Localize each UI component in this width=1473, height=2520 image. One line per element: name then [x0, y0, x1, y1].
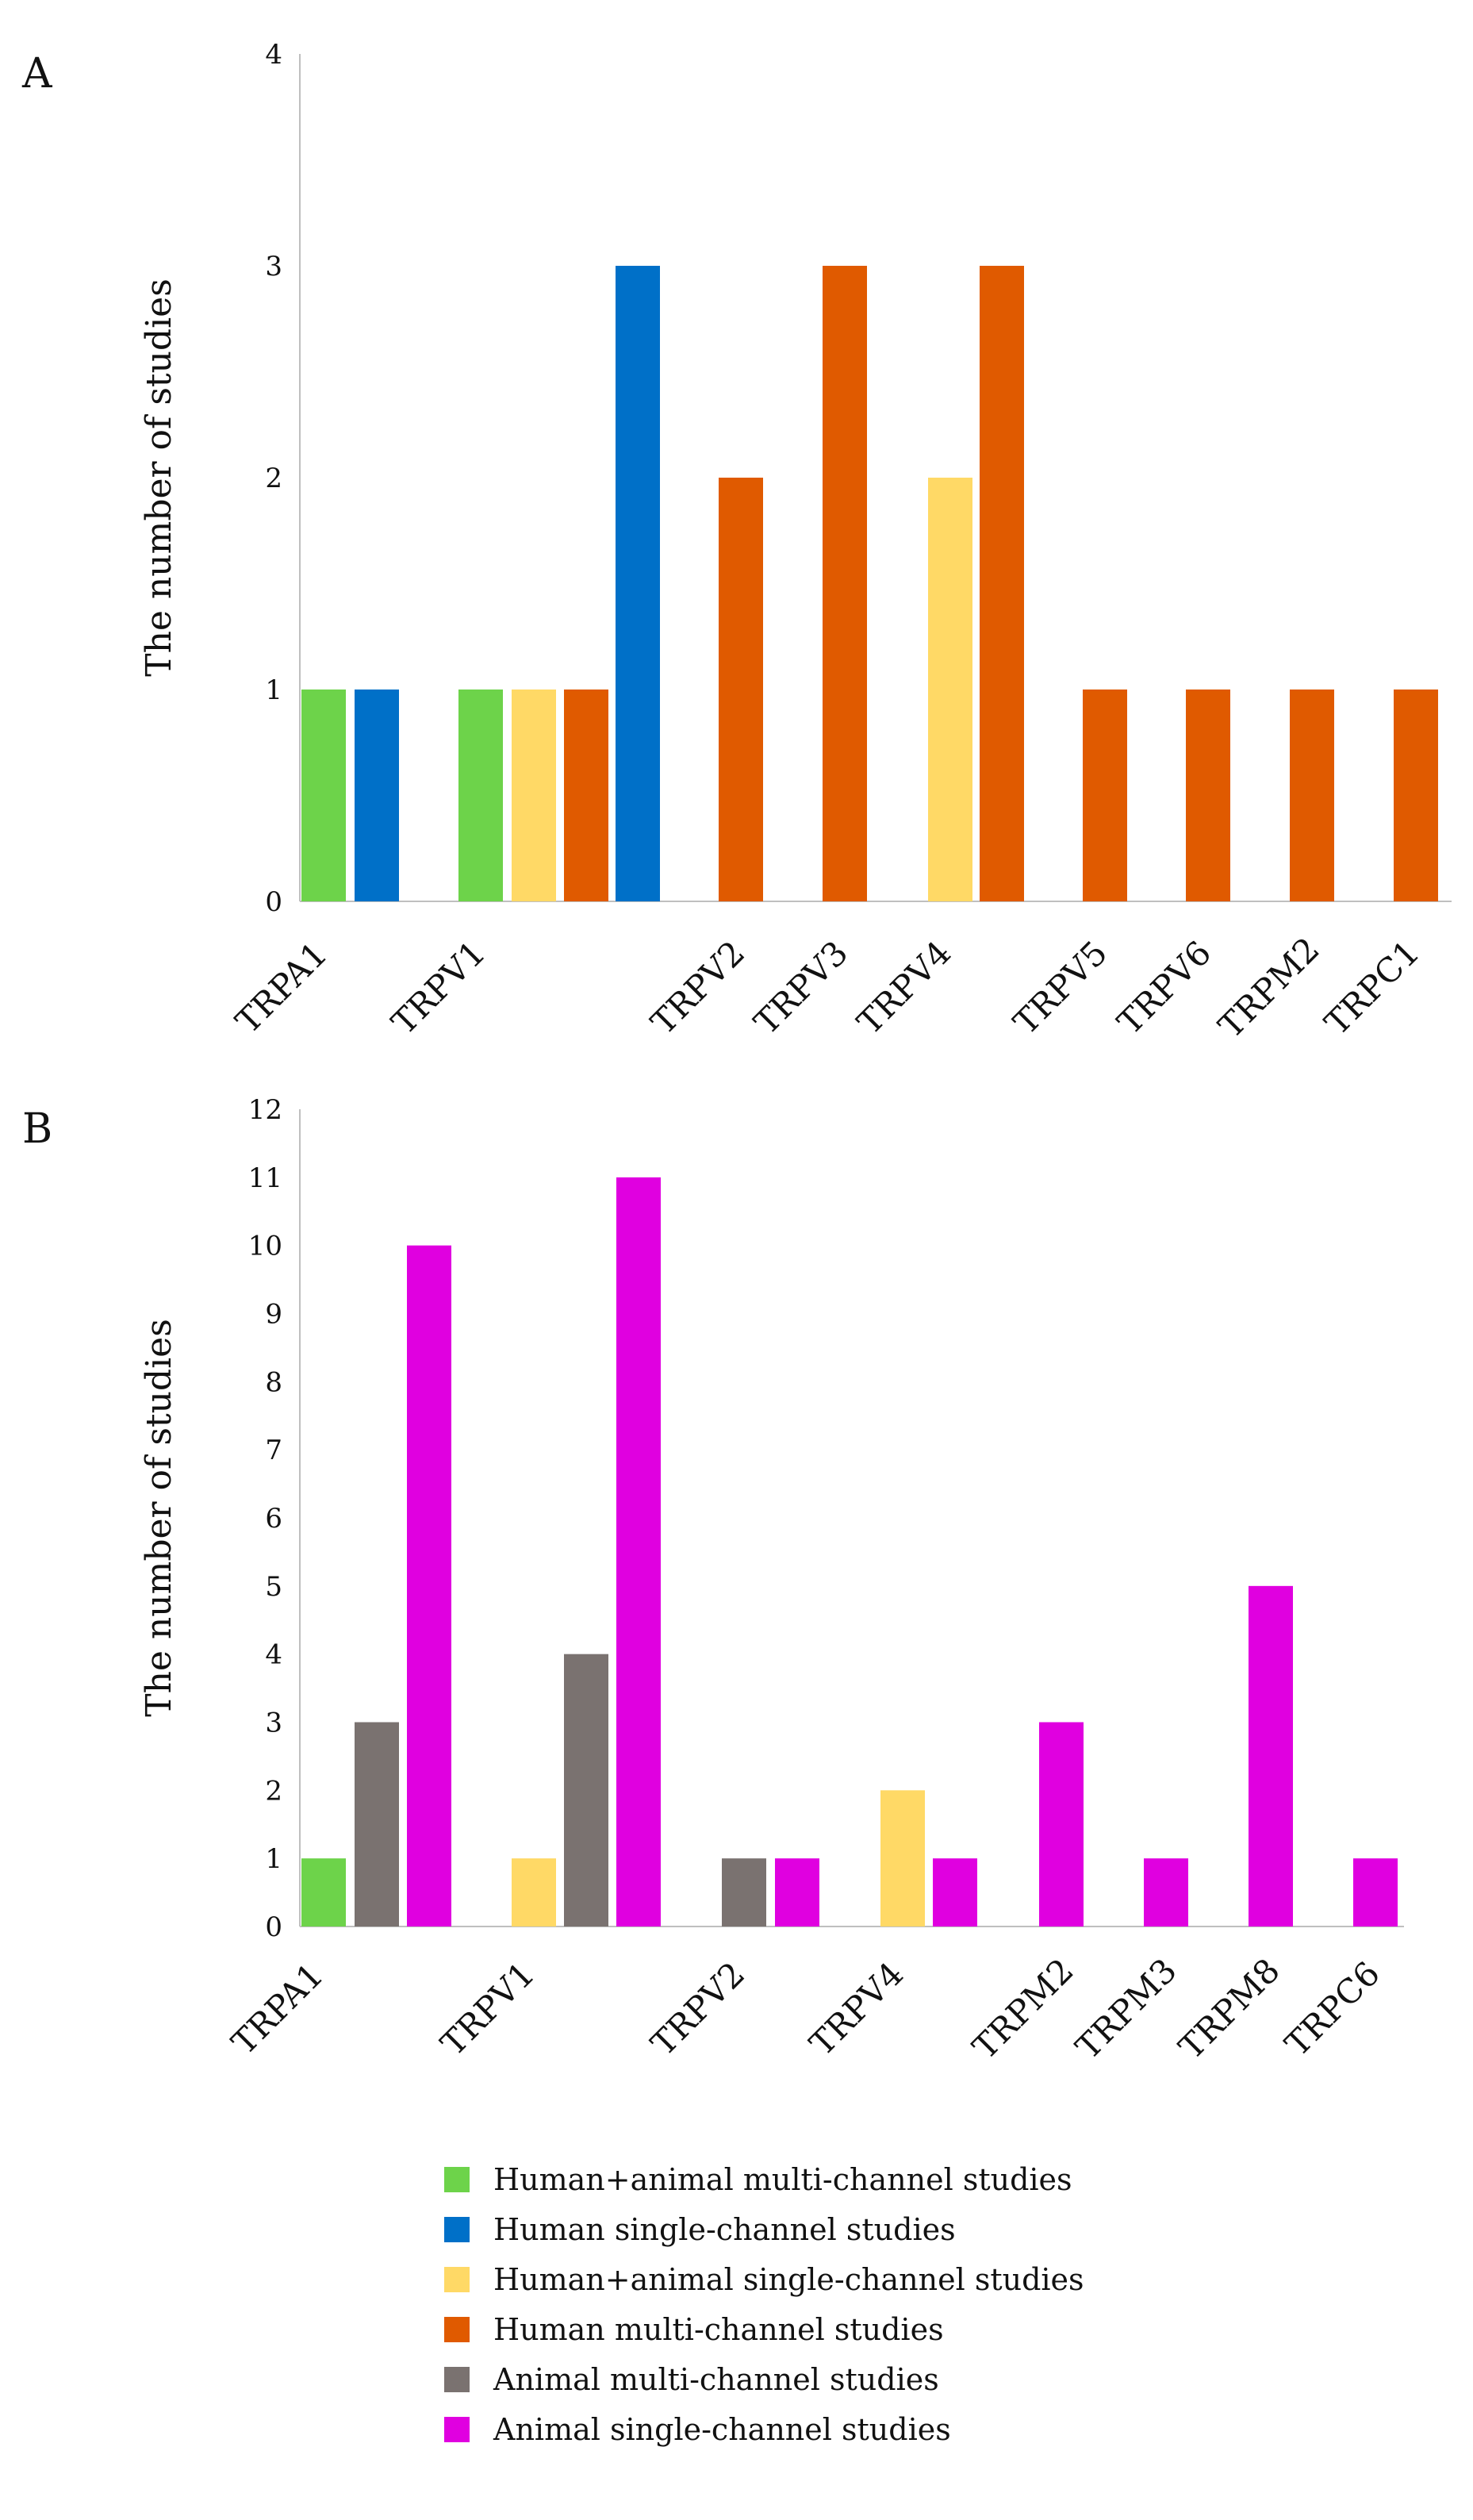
legend-label: Human single-channel studies [493, 2211, 956, 2247]
legend-swatch [444, 2266, 470, 2292]
panel-a-label: A [21, 50, 53, 98]
panel-b-bar [1144, 1858, 1188, 1926]
panel-a-bar [616, 266, 660, 901]
panel-b-y-tick-label: 7 [265, 1435, 282, 1466]
panel-b-x-tick-label: TRPM3 [1068, 1951, 1184, 2067]
panel-b-y-tick-label: 12 [248, 1094, 282, 1126]
panel-b-x-tick-label: TRPV1 [433, 1954, 542, 2063]
legend-label: Animal single-channel studies [493, 2411, 951, 2447]
panel-b-bar [1039, 1722, 1084, 1926]
legend-item: Human+animal multi-channel studies [444, 2154, 1084, 2204]
panel-b-y-axis-title: The number of studies [139, 1319, 179, 1717]
legend-item: Human single-channel studies [444, 2204, 1084, 2254]
legend-label: Human multi-channel studies [493, 2311, 944, 2347]
panel-a-x-tick-label: TRPV3 [746, 933, 855, 1042]
panel-a-x-tick-label: TRPM2 [1211, 930, 1327, 1046]
legend-swatch [444, 2166, 470, 2192]
panel-b-bar [722, 1858, 766, 1926]
panel-b-y-tick-label: 2 [265, 1775, 282, 1807]
panel-b-y-tick-label: 1 [265, 1843, 282, 1875]
panel-b-bar [1249, 1585, 1293, 1926]
panel-a-bar [564, 690, 608, 901]
legend-swatch [444, 2366, 470, 2392]
panel-a-bar [512, 690, 556, 901]
panel-b-y-tick-label: 3 [265, 1708, 282, 1739]
panel-b-x-tick-label: TRPV2 [643, 1954, 752, 2063]
panel-b-bar [564, 1654, 608, 1926]
panel-b-label: B [22, 1105, 52, 1153]
panel-b-y-tick-label: 8 [265, 1366, 282, 1398]
panel-a-y-tick-label: 2 [265, 463, 282, 494]
legend-item: Animal multi-channel studies [444, 2354, 1084, 2404]
legend-swatch [444, 2416, 470, 2442]
legend-label: Human+animal multi-channel studies [493, 2161, 1072, 2197]
panel-a-x-tick-label: TRPV1 [384, 933, 493, 1042]
panel-a-bar [980, 266, 1024, 901]
legend-label: Animal multi-channel studies [493, 2361, 939, 2397]
panel-a-bar [458, 690, 503, 901]
panel-b-x-tick-label: TRPC6 [1278, 1954, 1387, 2064]
panel-a-y-tick-label: 0 [265, 886, 282, 918]
panel-a-x-tick-label: TRPV2 [643, 933, 752, 1042]
panel-b-bar [407, 1245, 451, 1926]
panel-a-bar [1186, 690, 1230, 901]
panel-b-bar [775, 1858, 819, 1926]
panel-a-x-tick-label: TRPV6 [1110, 933, 1218, 1042]
panel-a-x-tick-label: TRPV5 [1006, 933, 1114, 1042]
panel-a-bar [928, 478, 972, 901]
panel-a-x-tick-label: TRPV4 [850, 933, 958, 1042]
panel-b-bar [880, 1790, 925, 1926]
panel-b-y-tick-label: 5 [265, 1571, 282, 1603]
panel-a-bar [719, 478, 763, 901]
panel-a-bar [301, 690, 346, 901]
panel-b-y-tick-label: 10 [248, 1231, 282, 1262]
panel-a-bar [1083, 690, 1127, 901]
panel-a-bar [1394, 690, 1438, 901]
panel-a-x-tick-label: TRPC1 [1318, 933, 1427, 1043]
legend-swatch [444, 2316, 470, 2342]
panel-b-bar [616, 1177, 661, 1926]
panel-b-y-tick-label: 9 [265, 1299, 282, 1331]
legend-label: Human+animal single-channel studies [493, 2261, 1084, 2297]
panel-a-y-tick-label: 4 [265, 39, 282, 71]
panel-b-x-tick-label: TRPV4 [802, 1954, 911, 2063]
panel-b-x-tick-label: TRPA1 [224, 1956, 331, 2062]
panel-a-y-tick-label: 1 [265, 674, 282, 706]
panel-b-y-tick-label: 4 [265, 1639, 282, 1671]
panel-b-bar [1353, 1858, 1398, 1926]
legend: Human+animal multi-channel studies Human… [444, 2154, 1084, 2454]
panel-a-y-axis-title: The number of studies [139, 279, 179, 677]
panel-b-x-tick-label: TRPM8 [1172, 1951, 1287, 2067]
panel-b-bar [512, 1858, 556, 1926]
panel-b-x-tick-label: TRPM2 [965, 1951, 1081, 2067]
panel-a-x-tick-label: TRPA1 [228, 935, 335, 1041]
legend-item: Human multi-channel studies [444, 2304, 1084, 2354]
legend-item: Animal single-channel studies [444, 2404, 1084, 2454]
panel-a-bar [1290, 690, 1334, 901]
panel-b-bar [355, 1722, 399, 1926]
panel-b-y-tick-label: 6 [265, 1503, 282, 1535]
panel-b-bar [933, 1858, 977, 1926]
legend-item: Human+animal single-channel studies [444, 2254, 1084, 2304]
panel-a-bar [823, 266, 867, 901]
panel-b-y-tick-label: 11 [248, 1162, 282, 1194]
legend-swatch [444, 2216, 470, 2242]
panel-b-y-tick-label: 0 [265, 1911, 282, 1943]
panel-a-y-tick-label: 3 [265, 251, 282, 282]
panel-b-bar [301, 1858, 346, 1926]
panel-a-bar [355, 690, 399, 901]
